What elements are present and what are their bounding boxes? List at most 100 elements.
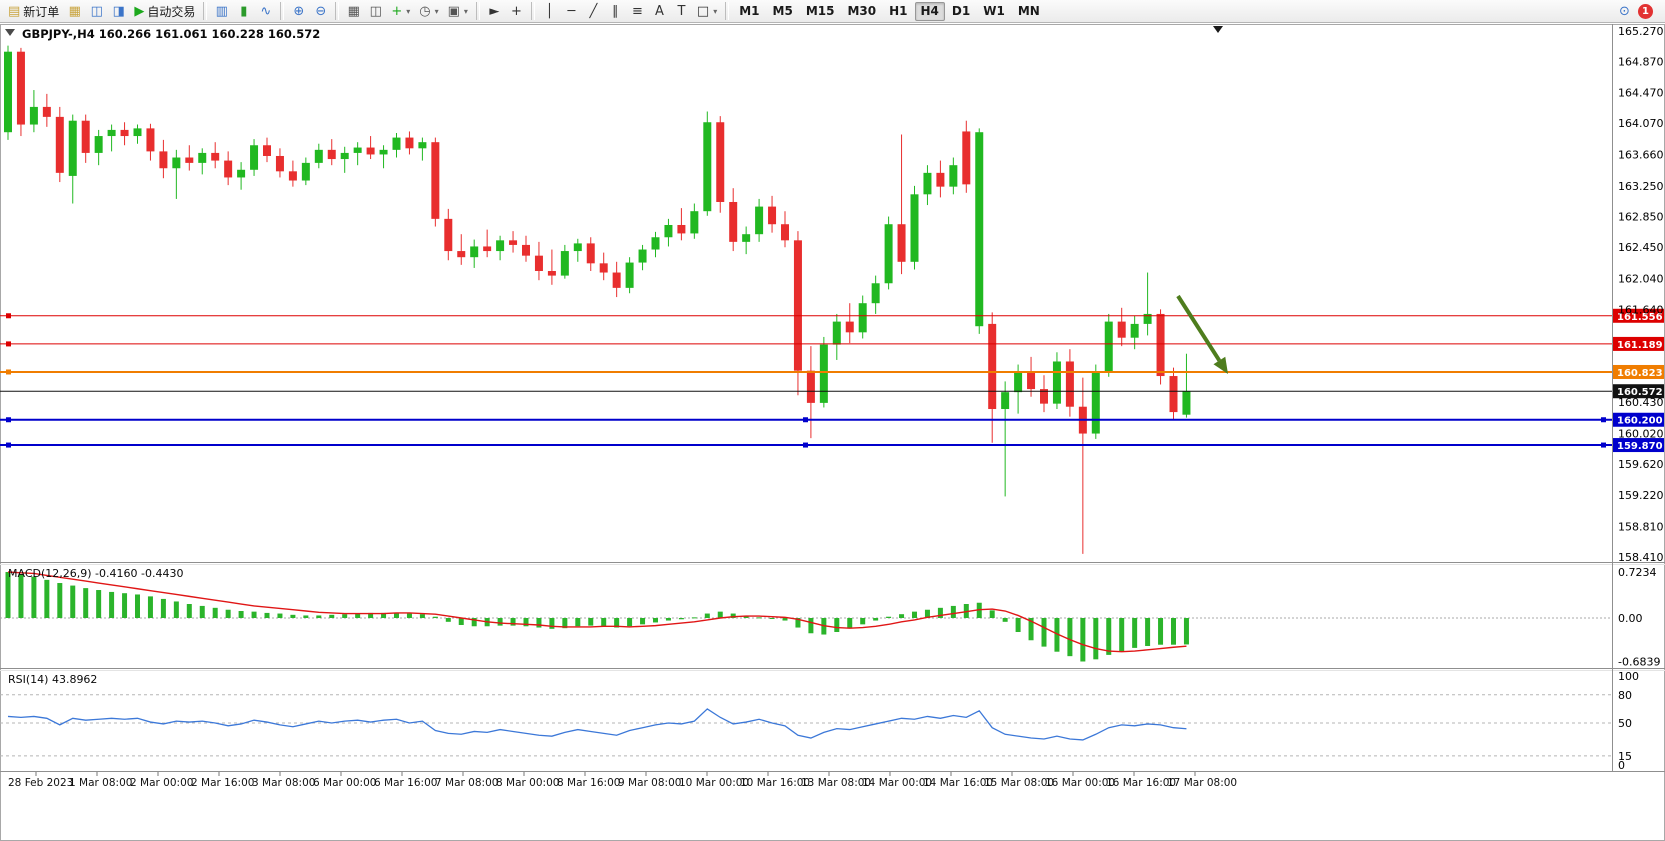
periods-button[interactable]: ◷ ▾ <box>415 2 442 21</box>
candle-down <box>120 129 129 137</box>
candle-up <box>237 169 246 178</box>
new-order-button[interactable]: ▤ 新订单 <box>4 2 63 21</box>
fibonacci-button[interactable]: ≡ <box>627 2 648 21</box>
macd-histogram-bar <box>497 618 503 626</box>
candlestick-button[interactable]: ▮ <box>233 2 254 21</box>
candle-down <box>431 142 440 219</box>
macd-histogram-bar <box>147 596 153 618</box>
chart-window[interactable]: 161.556 161.189 160.823 160.572 160.200 159.8… <box>0 24 1665 841</box>
tile-windows-button[interactable]: ▦ <box>343 2 364 21</box>
search-button[interactable]: ⊙ <box>1614 2 1635 21</box>
line-handle[interactable] <box>6 442 11 448</box>
candle-down <box>547 270 556 276</box>
macd-pane[interactable] <box>0 565 1612 668</box>
timeframe-m15-button[interactable]: M15 <box>800 2 841 21</box>
cascade-windows-button[interactable]: ◫ <box>365 2 386 21</box>
price-tag-text: 160.823 <box>1617 368 1663 379</box>
price-axis-label: 162.450 <box>1618 241 1664 254</box>
time-axis-label: 9 Mar 08:00 <box>618 777 681 789</box>
timeframe-mn-button[interactable]: MN <box>1012 2 1046 21</box>
macd-histogram-bar <box>1106 618 1112 655</box>
time-axis-label: 17 Mar 08:00 <box>1167 777 1237 789</box>
line-handle[interactable] <box>6 417 11 423</box>
macd-histogram-bar <box>1145 618 1151 646</box>
macd-histogram-bar <box>1183 618 1189 645</box>
line-handle[interactable] <box>803 417 808 423</box>
line-handle[interactable] <box>6 369 11 375</box>
macd-histogram-bar <box>653 618 658 623</box>
channel-button[interactable]: ∥ <box>605 2 626 21</box>
timeframe-m5-button[interactable]: M5 <box>767 2 799 21</box>
line-handle[interactable] <box>1601 442 1606 448</box>
line-handle[interactable] <box>6 313 11 319</box>
time-scale[interactable] <box>0 772 1665 792</box>
zoom-out-button[interactable]: ⊖ <box>310 2 331 21</box>
macd-histogram-bar <box>588 618 594 626</box>
price-level-tag <box>1613 364 1664 379</box>
timeframe-d1-button[interactable]: D1 <box>946 2 976 21</box>
vertical-line-button[interactable]: │ <box>539 2 560 21</box>
macd-histogram-bar <box>860 618 866 625</box>
chart-shift-marker[interactable] <box>1213 26 1223 33</box>
timeframe-h1-button[interactable]: H1 <box>883 2 913 21</box>
timeframe-m30-button[interactable]: M30 <box>841 2 882 21</box>
indicators-button[interactable]: + ▾ <box>387 2 414 21</box>
cursor-button[interactable]: ► <box>484 2 505 21</box>
templates-button[interactable]: ▣ ▾ <box>444 2 472 21</box>
macd-histogram-bar <box>173 601 179 618</box>
line-handle[interactable] <box>803 442 808 448</box>
macd-histogram-bar <box>432 616 438 618</box>
candle-down <box>327 149 336 160</box>
one-click-trading-toggle[interactable] <box>5 29 15 36</box>
candle-up <box>858 303 867 333</box>
new-order-icon: ▤ <box>8 3 21 19</box>
candle-down <box>55 116 64 173</box>
candle-down <box>457 251 466 258</box>
macd-histogram-bar <box>899 614 905 618</box>
text-button[interactable]: A <box>649 2 670 21</box>
macd-histogram-bar <box>135 594 140 618</box>
line-chart-icon: ∿ <box>260 3 272 19</box>
candle-up <box>107 129 116 137</box>
trend-arrow[interactable] <box>1176 294 1222 362</box>
timeframe-w1-button[interactable]: W1 <box>977 2 1011 21</box>
macd-histogram-bar <box>238 611 244 618</box>
candle-up <box>625 262 634 288</box>
trendline-icon: ╱ <box>589 3 598 19</box>
zoom-in-button[interactable]: ⊕ <box>288 2 309 21</box>
macd-histogram-bar <box>730 613 736 618</box>
line-handle[interactable] <box>6 341 11 347</box>
timeframe-h4-button[interactable]: H4 <box>914 1 945 21</box>
line-handle[interactable] <box>1601 417 1606 423</box>
candle-up <box>340 152 349 160</box>
chart-window-button[interactable]: ▦ <box>64 2 85 21</box>
trendline-button[interactable]: ╱ <box>583 2 604 21</box>
macd-histogram-bar <box>678 618 684 620</box>
profiles-button[interactable]: ◫ <box>86 2 107 21</box>
market-watch-icon: ◨ <box>112 3 125 19</box>
price-scale[interactable] <box>1612 24 1664 771</box>
line-chart-button[interactable]: ∿ <box>255 2 276 21</box>
market-watch-button[interactable]: ◨ <box>108 2 129 21</box>
macd-histogram-bar <box>1132 618 1138 648</box>
candle-down <box>716 122 725 202</box>
main-chart-area[interactable] <box>0 24 1612 562</box>
candle-down <box>897 224 906 262</box>
horizontal-line-button[interactable]: ─ <box>561 2 582 21</box>
price-level-tag <box>1613 438 1664 453</box>
trend-arrow-head[interactable] <box>1213 356 1228 374</box>
candle-down <box>16 51 25 125</box>
rsi-pane[interactable] <box>0 671 1612 771</box>
label-button[interactable]: T <box>671 2 692 21</box>
toolbar-separator <box>335 2 340 20</box>
macd-signal-line <box>7 571 1187 653</box>
crosshair-button[interactable]: + <box>506 2 527 21</box>
macd-histogram-bar <box>406 613 412 618</box>
autotrade-button[interactable]: ▶ 自动交易 <box>130 2 199 21</box>
timeframe-m1-button[interactable]: M1 <box>733 2 765 21</box>
bar-chart-button[interactable]: ▥ <box>211 2 232 21</box>
notification-badge[interactable]: 1 <box>1638 3 1653 19</box>
time-axis-label: 1 Mar 08:00 <box>69 777 132 789</box>
time-axis-label: 28 Feb 2023 <box>8 777 73 789</box>
shapes-button[interactable]: □ ▾ <box>693 2 721 21</box>
